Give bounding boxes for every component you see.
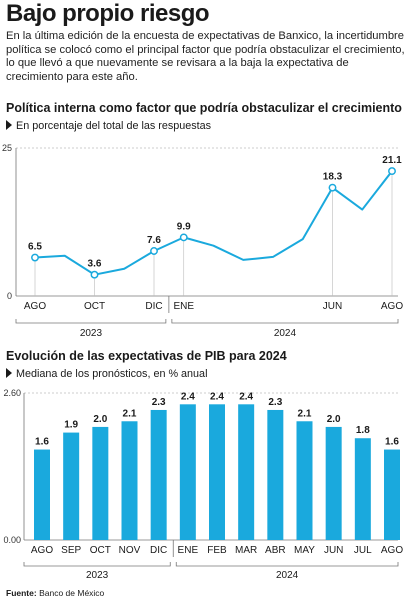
year-bracket — [175, 562, 399, 567]
x-tick-label: AGO — [24, 301, 46, 312]
data-label: 9.9 — [177, 221, 191, 232]
x-tick-label: OCT — [90, 545, 111, 556]
x-tick-label: MAR — [235, 545, 257, 556]
x-tick-label: JUN — [323, 301, 342, 312]
bar — [63, 432, 80, 540]
data-label: 2.0 — [327, 414, 341, 425]
bar — [325, 426, 342, 540]
data-label: 2.4 — [210, 391, 224, 402]
x-tick-label: ENE — [178, 545, 199, 556]
data-label: 2.4 — [239, 391, 253, 402]
data-label: 18.3 — [323, 172, 343, 183]
y-tick-label: 25 — [2, 143, 12, 153]
source-note: Fuente: Banco de México — [6, 588, 104, 598]
bar — [92, 426, 109, 540]
line-chart-subtitle-text: En porcentaje del total de las respuesta… — [16, 120, 212, 132]
bar — [150, 409, 167, 540]
x-tick-label: JUL — [354, 545, 372, 556]
data-label: 2.0 — [93, 414, 107, 425]
x-tick-label: ENE — [173, 301, 194, 312]
year-bracket — [15, 319, 167, 324]
source-text: Banco de México — [39, 588, 105, 598]
line-chart-subtitle: En porcentaje del total de las respuesta… — [6, 120, 211, 132]
headline: Bajo propio riesgo — [6, 0, 210, 27]
bar — [179, 404, 196, 540]
year-label: 2023 — [86, 570, 109, 581]
y-tick-label: 0.00 — [3, 535, 21, 545]
year-bracket — [23, 562, 171, 567]
triangle-marker-icon — [6, 120, 12, 130]
bar — [296, 421, 313, 540]
data-label: 2.4 — [181, 391, 195, 402]
triangle-marker-icon — [6, 368, 12, 378]
x-tick-label: MAY — [294, 545, 315, 556]
data-point — [90, 270, 99, 279]
bar — [238, 404, 255, 540]
x-tick-label: AGO — [31, 545, 53, 556]
x-tick-label: DIC — [150, 545, 167, 556]
x-tick-label: JUN — [324, 545, 343, 556]
line-chart-title: Política interna como factor que podría … — [6, 101, 402, 115]
data-label: 1.9 — [64, 420, 78, 431]
bar — [34, 449, 50, 540]
year-label: 2024 — [276, 570, 299, 581]
data-label: 3.6 — [88, 259, 102, 270]
x-tick-label: NOV — [119, 545, 141, 556]
bar-chart-title: Evolución de las expectativas de PIB par… — [6, 349, 287, 363]
data-label: 1.6 — [35, 437, 49, 448]
x-tick-label: AGO — [381, 545, 403, 556]
lead-paragraph: En la última edición de la encuesta de e… — [6, 30, 405, 83]
x-tick-label: AGO — [381, 301, 403, 312]
data-label: 1.8 — [356, 425, 370, 436]
data-label: 7.6 — [147, 235, 161, 246]
line-chart: 25 0 6.5 AGO 3.6 OCT 7.6 DIC 9.9 ENE 18.3 JUN 21.1 AG… — [2, 143, 403, 339]
x-tick-label: DIC — [145, 301, 162, 312]
data-label: 2.1 — [298, 408, 312, 419]
data-point — [388, 167, 396, 176]
bar — [121, 421, 138, 540]
data-label: 21.1 — [382, 155, 402, 166]
year-bracket — [171, 319, 399, 324]
source-label: Fuente: — [6, 588, 37, 598]
x-tick-label: ABR — [265, 545, 286, 556]
data-label: 1.6 — [385, 437, 399, 448]
x-tick-label: SEP — [61, 545, 81, 556]
data-point — [150, 247, 158, 255]
x-tick-label: OCT — [84, 301, 105, 312]
data-label: 2.3 — [268, 397, 282, 408]
bar — [267, 409, 284, 540]
bar-chart-subtitle-text: Mediana de los pronósticos, en % anual — [16, 368, 208, 380]
year-label: 2023 — [80, 328, 103, 339]
data-label: 2.3 — [152, 397, 166, 408]
bar — [384, 449, 400, 540]
bar-chart-subtitle: Mediana de los pronósticos, en % anual — [6, 368, 207, 380]
bar-chart: 2.60 0.00 1.6 AGO 1.9 SEP 2.0 OCT 2.1 NOV 2.3 DIC 2.… — [3, 388, 403, 581]
x-tick-label: FEB — [207, 545, 227, 556]
year-label: 2024 — [274, 328, 297, 339]
data-point — [31, 253, 39, 262]
y-tick-label: 0 — [7, 291, 12, 301]
data-point — [328, 183, 337, 192]
data-label: 2.1 — [123, 408, 137, 419]
data-point — [179, 233, 188, 242]
y-tick-label: 2.60 — [3, 388, 21, 398]
data-label: 6.5 — [28, 242, 42, 253]
bar — [209, 404, 225, 540]
bar — [354, 438, 371, 540]
